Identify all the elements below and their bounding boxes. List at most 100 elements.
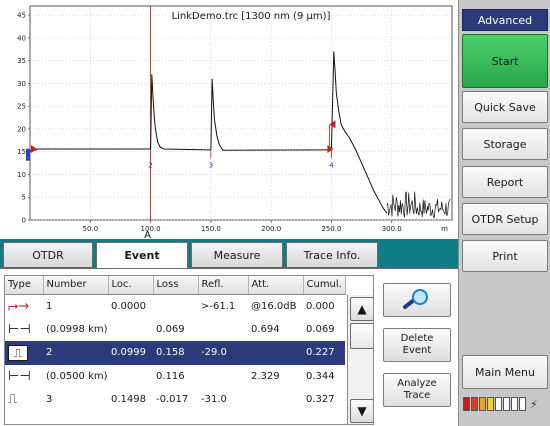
- cell-att: @16.0dB: [251, 300, 297, 312]
- plug-icon: ⚡: [530, 397, 538, 411]
- x-tick-label: 150.0: [201, 225, 221, 233]
- launch-marker: [26, 148, 30, 161]
- cell-loss: [153, 294, 198, 318]
- trace-chart[interactable]: 0 5 10 15 20 25 30 35 40 45 50.0 100.0 150.0 200.0 250…: [0, 0, 458, 239]
- cell-loc: [108, 318, 153, 342]
- main-menu-button[interactable]: Main Menu: [462, 355, 548, 389]
- start-button[interactable]: Start: [462, 34, 548, 88]
- analyze-trace-button[interactable]: Analyze Trace: [383, 373, 451, 407]
- cell-att: 2.329: [251, 370, 280, 382]
- table-row-selected[interactable]: ⎍ 2 0.0999 0.158 -29.0 0.227: [5, 341, 345, 365]
- cell-number: (0.0500 km): [46, 370, 108, 382]
- cell-refl: [198, 365, 248, 389]
- event-panel: Type Number Loc. Loss Refl. Att. Cumul. …: [0, 268, 458, 426]
- column-header[interactable]: Number: [43, 276, 109, 295]
- cursor-a-label: A: [144, 230, 151, 239]
- column-header[interactable]: Att.: [248, 276, 304, 295]
- otdr-setup-button[interactable]: OTDR Setup: [462, 203, 548, 235]
- table-row[interactable]: ⊢⊣ (0.0500 km) 0.116 2.329 0.344: [5, 365, 345, 389]
- quick-save-button[interactable]: Quick Save: [462, 91, 548, 123]
- y-tick-label: 30: [17, 80, 26, 88]
- launch-arrow-icon: [31, 144, 37, 153]
- cell-att: 0.694: [251, 323, 280, 335]
- event-marker-label: 3: [209, 162, 213, 170]
- battery-cell: [519, 397, 526, 411]
- y-tick-label: 0: [22, 217, 26, 225]
- table-scrollbar[interactable]: ▲ ▼: [347, 295, 373, 424]
- tab-measure[interactable]: Measure: [191, 242, 283, 267]
- arrow-down-icon: ▼: [357, 404, 367, 418]
- cell-loc: [108, 365, 153, 389]
- y-tick-label: 45: [17, 12, 26, 20]
- cell-number: (0.0998 km): [46, 323, 108, 335]
- column-header[interactable]: Refl.: [198, 276, 249, 295]
- battery-cell: [487, 397, 494, 411]
- y-tick-label: 15: [17, 148, 26, 156]
- y-tick-label: 10: [17, 171, 26, 179]
- event-marker-label: 4: [329, 162, 334, 170]
- y-tick-label: 20: [17, 125, 26, 133]
- cell-number: 2: [43, 341, 108, 365]
- cell-loc: 0.1498: [111, 394, 146, 406]
- scroll-thumb[interactable]: [350, 323, 373, 349]
- cell-loc: 0.0000: [111, 300, 146, 312]
- battery-cell: [495, 397, 502, 411]
- tab-event[interactable]: Event: [96, 242, 188, 268]
- arrow-up-icon: ▲: [357, 302, 367, 316]
- table-row[interactable]: ⮣→ 1 0.0000 >-61.1 @16.0dB 0.000: [5, 294, 345, 318]
- battery-indicator: ⚡: [463, 394, 549, 414]
- x-tick-label: 300.0: [382, 225, 402, 233]
- cell-refl: -29.0: [198, 341, 248, 365]
- table-row[interactable]: ⎍ 3 0.1498 -0.017 -31.0 0.327: [5, 388, 345, 412]
- scroll-up-button[interactable]: ▲: [350, 297, 373, 321]
- x-tick-label: 50.0: [82, 225, 98, 233]
- y-tick-label: 25: [17, 103, 26, 111]
- cell-cumul: 0.327: [306, 394, 335, 406]
- section-arrow-icon: [327, 144, 334, 153]
- mode-label: Advanced: [462, 9, 548, 31]
- report-button[interactable]: Report: [462, 166, 548, 198]
- span-icon: ⊢⊣: [8, 368, 31, 384]
- delete-event-button[interactable]: Delete Event: [383, 328, 451, 362]
- y-tick-label: 40: [17, 34, 26, 42]
- cell-loss: 0.158: [153, 341, 198, 365]
- x-tick-label: 100.0: [141, 225, 161, 233]
- event-marker-label: 2: [148, 162, 152, 170]
- zoom-button[interactable]: [383, 283, 451, 317]
- x-tick-label: 200.0: [261, 225, 281, 233]
- table-row[interactable]: ⊢⊣ (0.0998 km) 0.069 0.694 0.069: [5, 318, 345, 342]
- column-header[interactable]: Type: [5, 276, 44, 295]
- right-panel: Advanced Start Quick Save Storage Report…: [458, 0, 550, 426]
- cell-loc: 0.0999: [108, 341, 153, 365]
- cell-loss: -0.017: [156, 394, 189, 406]
- cell-cumul: 0.069: [306, 323, 335, 335]
- event-table: Type Number Loc. Loss Refl. Att. Cumul. …: [4, 275, 374, 425]
- noise-floor: [386, 191, 451, 219]
- tab-trace-info[interactable]: Trace Info.: [286, 242, 378, 267]
- y-tick-label: 5: [22, 194, 26, 202]
- cell-cumul: 0.344: [306, 370, 335, 382]
- cell-number: 1: [46, 300, 53, 312]
- column-header[interactable]: Loss: [153, 276, 199, 295]
- cell-att: [248, 341, 303, 365]
- table-header: Type Number Loc. Loss Refl. Att. Cumul.: [5, 276, 346, 295]
- reflective-event-icon: ⎍: [8, 344, 28, 361]
- launch-icon: ⮣→: [8, 298, 30, 314]
- battery-cell: [479, 397, 486, 411]
- cell-refl: >-61.1: [201, 300, 236, 312]
- trace-line: [29, 51, 388, 214]
- cell-loss: 0.116: [156, 370, 185, 382]
- reflective-event-icon: ⎍: [8, 392, 18, 408]
- storage-button[interactable]: Storage: [462, 128, 548, 160]
- cell-refl: [198, 318, 248, 342]
- trace-graph[interactable]: 0 5 10 15 20 25 30 35 40 45 50.0 100.0 150.0 200.0 250…: [0, 0, 458, 239]
- tab-otdr[interactable]: OTDR: [3, 242, 93, 267]
- column-header[interactable]: Loc.: [108, 276, 154, 295]
- column-header[interactable]: Cumul.: [303, 276, 346, 295]
- cell-refl: -31.0: [201, 394, 227, 406]
- y-tick-label: 35: [17, 57, 26, 65]
- print-button[interactable]: Print: [462, 240, 548, 272]
- scroll-down-button[interactable]: ▼: [350, 399, 373, 423]
- cell-cumul: 0.227: [303, 341, 345, 365]
- battery-cell: [511, 397, 518, 411]
